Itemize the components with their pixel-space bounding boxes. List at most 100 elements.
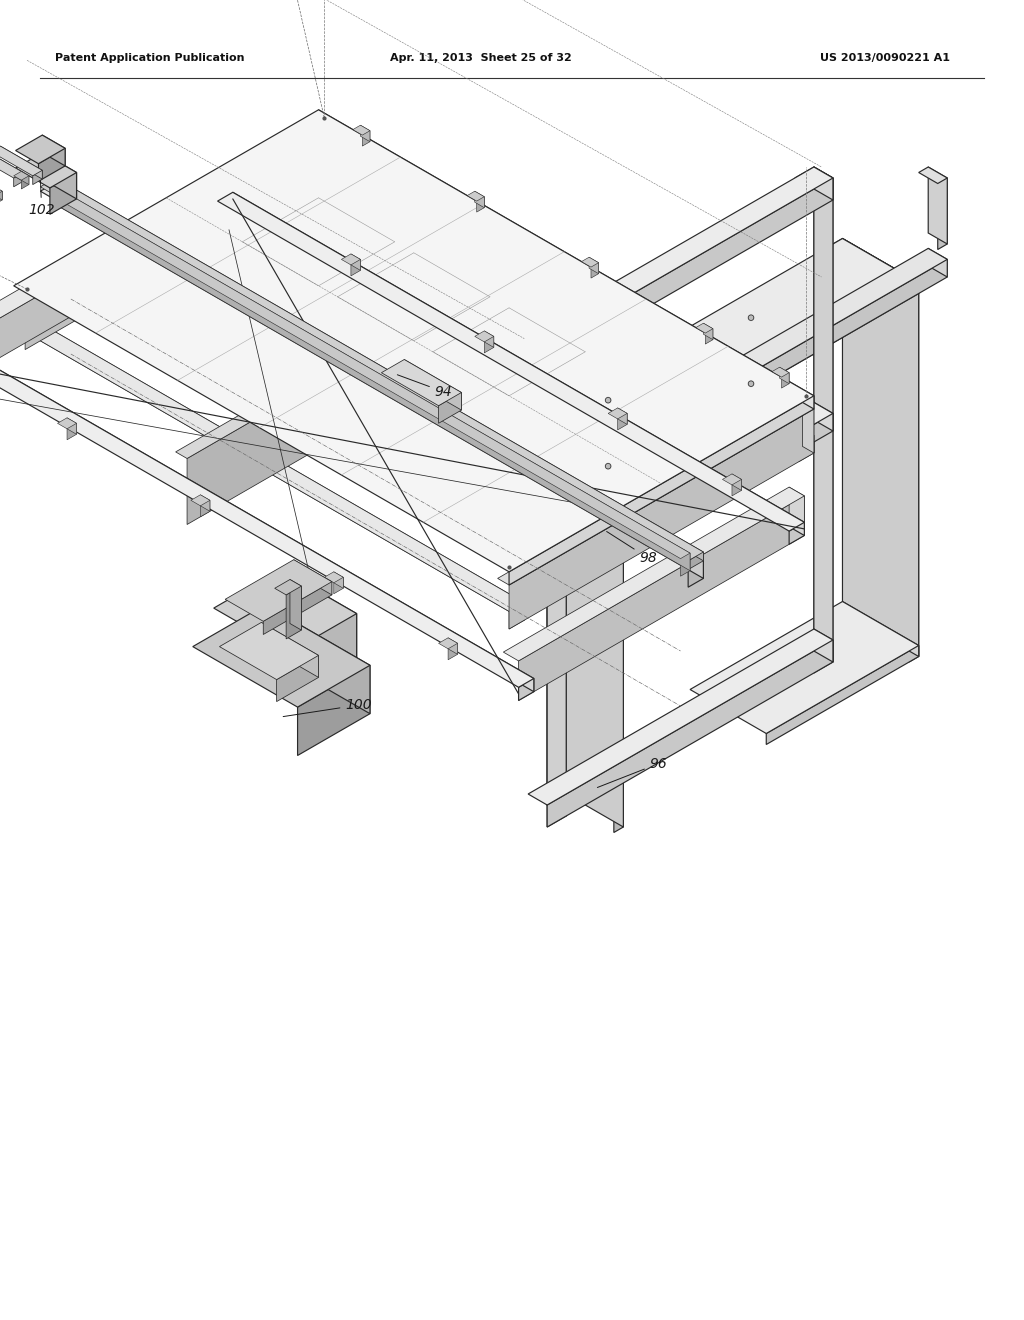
Polygon shape — [347, 352, 518, 517]
Polygon shape — [15, 135, 66, 164]
Polygon shape — [547, 178, 833, 366]
Polygon shape — [681, 553, 690, 577]
Polygon shape — [938, 178, 947, 249]
Polygon shape — [538, 409, 624, 458]
Polygon shape — [201, 500, 210, 517]
Polygon shape — [518, 678, 534, 701]
Polygon shape — [67, 424, 77, 440]
Polygon shape — [779, 367, 790, 384]
Polygon shape — [795, 168, 833, 189]
Polygon shape — [290, 579, 301, 630]
Polygon shape — [790, 487, 805, 536]
Text: Patent Application Publication: Patent Application Publication — [55, 53, 245, 63]
Polygon shape — [362, 131, 370, 147]
Polygon shape — [528, 403, 833, 578]
Text: FIG. 11E: FIG. 11E — [210, 293, 379, 327]
Polygon shape — [22, 172, 29, 185]
Polygon shape — [42, 153, 77, 199]
Polygon shape — [52, 190, 690, 558]
Polygon shape — [608, 408, 627, 418]
Polygon shape — [484, 331, 494, 347]
Polygon shape — [438, 638, 458, 649]
Polygon shape — [449, 638, 458, 655]
Polygon shape — [61, 190, 690, 570]
Polygon shape — [318, 110, 814, 409]
Polygon shape — [193, 605, 370, 708]
Polygon shape — [509, 603, 524, 630]
Polygon shape — [528, 321, 566, 343]
Polygon shape — [833, 239, 919, 288]
Polygon shape — [351, 253, 360, 271]
Text: US 2013/0090221 A1: US 2013/0090221 A1 — [820, 53, 950, 63]
Polygon shape — [919, 168, 947, 183]
Text: Apr. 11, 2013  Sheet 25 of 32: Apr. 11, 2013 Sheet 25 of 32 — [390, 53, 571, 63]
Polygon shape — [528, 168, 833, 343]
Polygon shape — [57, 418, 77, 429]
Polygon shape — [334, 572, 343, 589]
Polygon shape — [13, 173, 24, 187]
Polygon shape — [190, 495, 210, 506]
Polygon shape — [582, 257, 599, 267]
Polygon shape — [13, 123, 330, 306]
Polygon shape — [232, 193, 805, 536]
Polygon shape — [0, 187, 2, 195]
Polygon shape — [55, 182, 703, 578]
Polygon shape — [509, 409, 814, 630]
Polygon shape — [613, 453, 624, 833]
Polygon shape — [341, 253, 360, 265]
Polygon shape — [265, 605, 370, 714]
Polygon shape — [843, 602, 919, 656]
Polygon shape — [449, 643, 458, 660]
Polygon shape — [475, 191, 484, 207]
Polygon shape — [518, 496, 805, 701]
Polygon shape — [40, 182, 703, 565]
Text: 102: 102 — [29, 181, 55, 216]
Polygon shape — [0, 174, 248, 379]
Polygon shape — [814, 168, 833, 663]
Polygon shape — [475, 331, 494, 342]
Polygon shape — [547, 333, 566, 828]
Polygon shape — [814, 178, 833, 673]
Polygon shape — [547, 409, 624, 828]
Polygon shape — [772, 367, 790, 378]
Polygon shape — [55, 178, 703, 561]
Polygon shape — [336, 352, 518, 458]
Polygon shape — [476, 197, 484, 213]
Polygon shape — [604, 248, 947, 446]
Polygon shape — [263, 582, 332, 635]
Polygon shape — [187, 359, 358, 524]
Polygon shape — [790, 523, 805, 544]
Polygon shape — [0, 166, 248, 339]
Polygon shape — [318, 123, 330, 174]
Polygon shape — [261, 623, 318, 677]
Polygon shape — [298, 665, 370, 755]
Polygon shape — [39, 148, 66, 181]
Polygon shape — [13, 317, 524, 611]
Polygon shape — [690, 239, 919, 371]
Polygon shape — [624, 260, 947, 465]
Polygon shape — [13, 110, 814, 572]
Polygon shape — [33, 170, 42, 185]
Polygon shape — [591, 263, 599, 279]
Polygon shape — [276, 656, 318, 702]
Polygon shape — [589, 257, 599, 273]
Polygon shape — [0, 148, 24, 178]
Polygon shape — [303, 149, 814, 445]
Polygon shape — [0, 348, 534, 692]
Polygon shape — [225, 560, 332, 622]
Text: 98: 98 — [606, 532, 657, 565]
Polygon shape — [281, 570, 356, 663]
Polygon shape — [484, 337, 494, 352]
Polygon shape — [347, 352, 358, 425]
Polygon shape — [334, 577, 343, 594]
Polygon shape — [381, 359, 462, 405]
Polygon shape — [547, 640, 833, 828]
Circle shape — [605, 397, 611, 403]
Polygon shape — [706, 329, 713, 345]
Polygon shape — [67, 418, 77, 434]
Polygon shape — [732, 479, 741, 496]
Polygon shape — [703, 323, 713, 339]
Polygon shape — [690, 602, 919, 734]
Polygon shape — [547, 321, 566, 816]
Polygon shape — [781, 372, 790, 388]
